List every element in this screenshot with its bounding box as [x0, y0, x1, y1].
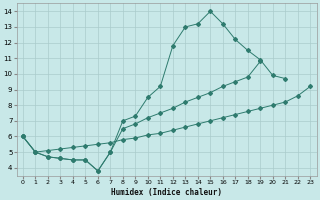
X-axis label: Humidex (Indice chaleur): Humidex (Indice chaleur) — [111, 188, 222, 197]
